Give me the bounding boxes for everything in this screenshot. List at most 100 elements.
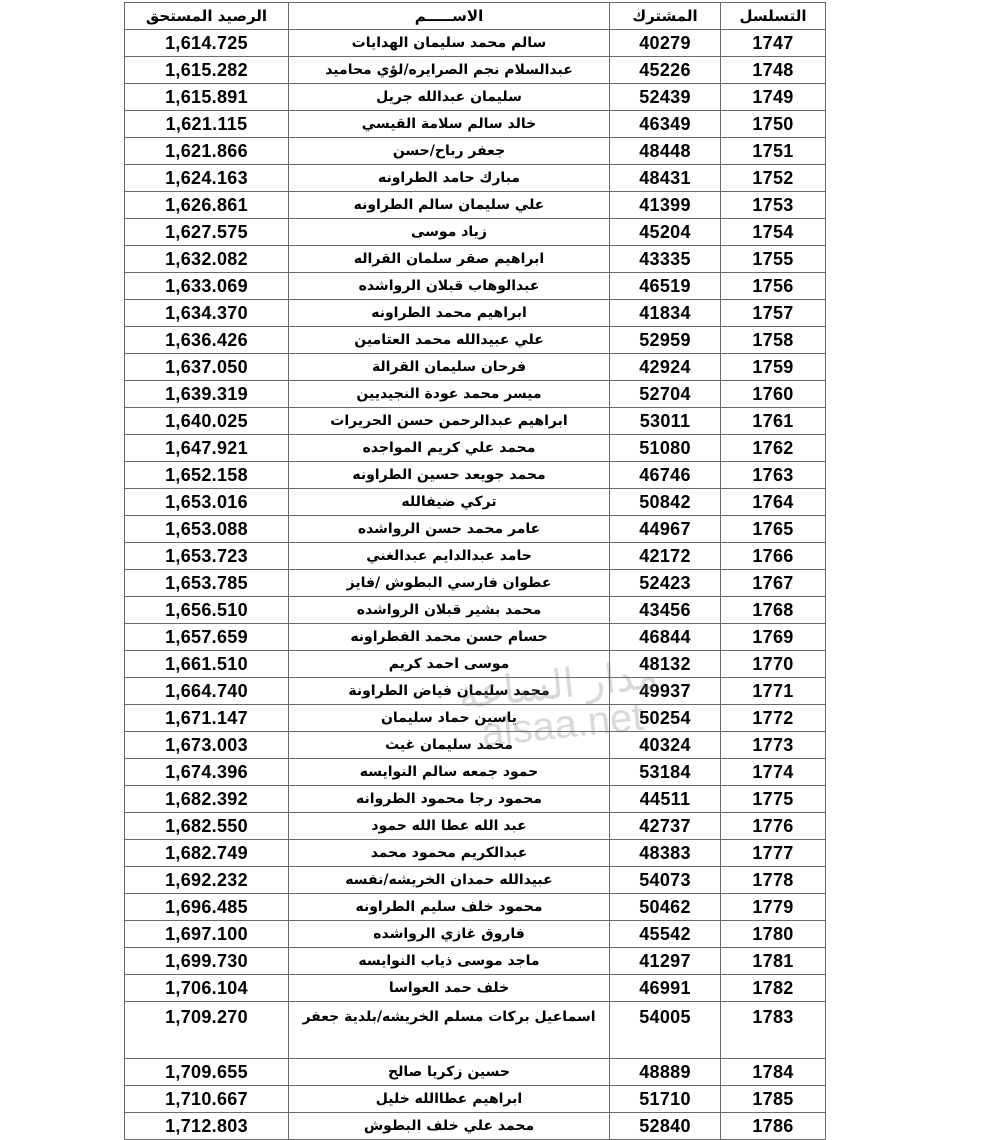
cell-balance: 1,624.163: [124, 164, 289, 192]
cell-subscriber: 49937: [609, 677, 721, 705]
table-row: 1786 52840 محمد علي خلف البطوش 1,712.803: [124, 1112, 826, 1140]
cell-balance: 1,652.158: [124, 461, 289, 489]
cell-subscriber: 50462: [609, 893, 721, 921]
cell-name: محمد علي كريم المواجده: [288, 434, 610, 462]
cell-balance: 1,656.510: [124, 596, 289, 624]
table-row: 1776 42737 عبد الله عطا الله حمود 1,682.550: [124, 812, 826, 840]
table-row: 1756 46519 عبدالوهاب قبلان الرواشده 1,633.0…: [124, 272, 826, 300]
cell-balance: 1,627.575: [124, 218, 289, 246]
cell-serial: 1769: [720, 623, 826, 651]
cell-balance: 1,634.370: [124, 299, 289, 327]
cell-balance: 1,709.655: [124, 1058, 289, 1086]
cell-name: خالد سالم سلامة القيسي: [288, 110, 610, 138]
cell-serial: 1783: [720, 1001, 826, 1059]
table-row: 1780 45542 فاروق غازي الرواشده 1,697.100: [124, 920, 826, 948]
cell-balance: 1,692.232: [124, 866, 289, 894]
table-row: 1770 48132 موسى احمد كريم 1,661.510: [124, 650, 826, 678]
cell-balance: 1,673.003: [124, 731, 289, 759]
cell-serial: 1767: [720, 569, 826, 597]
cell-serial: 1762: [720, 434, 826, 462]
cell-subscriber: 48132: [609, 650, 721, 678]
header-name: الاســـــم: [288, 2, 610, 30]
cell-name: تركي ضيفالله: [288, 488, 610, 516]
cell-subscriber: 52423: [609, 569, 721, 597]
cell-subscriber: 52439: [609, 83, 721, 111]
table-row: 1757 41834 ابراهيم محمد الطراونه 1,634.370: [124, 299, 826, 327]
table-row: 1764 50842 تركي ضيفالله 1,653.016: [124, 488, 826, 516]
cell-balance: 1,674.396: [124, 758, 289, 786]
cell-serial: 1761: [720, 407, 826, 435]
cell-serial: 1764: [720, 488, 826, 516]
cell-balance: 1,653.088: [124, 515, 289, 543]
cell-serial: 1777: [720, 839, 826, 867]
cell-serial: 1775: [720, 785, 826, 813]
cell-subscriber: 41297: [609, 947, 721, 975]
cell-serial: 1757: [720, 299, 826, 327]
table-row: 1783 54005 اسماعيل بركات مسلم الخريشه/بلدي…: [124, 1001, 826, 1059]
cell-subscriber: 42172: [609, 542, 721, 570]
cell-balance: 1,653.016: [124, 488, 289, 516]
cell-serial: 1781: [720, 947, 826, 975]
cell-name: علي سليمان سالم الطراونه: [288, 191, 610, 219]
table-row: 1784 48889 حسين زكريا صالح 1,709.655: [124, 1058, 826, 1086]
cell-serial: 1776: [720, 812, 826, 840]
cell-subscriber: 52959: [609, 326, 721, 354]
cell-name: ماجد موسى ذياب النوايسه: [288, 947, 610, 975]
cell-serial: 1778: [720, 866, 826, 894]
table-row: 1769 46844 حسام حسن محمد الفطراونه 1,657.65…: [124, 623, 826, 651]
table-row: 1759 42924 فرحان سليمان القرالة 1,637.050: [124, 353, 826, 381]
cell-subscriber: 51080: [609, 434, 721, 462]
cell-name: علي عبيدالله محمد العتامين: [288, 326, 610, 354]
table-row: 1747 40279 سالم محمد سليمان الهدايات 1,614.…: [124, 29, 826, 57]
table-row: 1748 45226 عبدالسلام نجم الصرايره/لؤي محام…: [124, 56, 826, 84]
cell-serial: 1748: [720, 56, 826, 84]
table-row: 1779 50462 محمود خلف سليم الطراونه 1,696.48…: [124, 893, 826, 921]
table-row: 1754 45204 زياد موسى 1,627.575: [124, 218, 826, 246]
header-serial: التسلسل: [720, 2, 826, 30]
cell-subscriber: 45204: [609, 218, 721, 246]
table-row: 1758 52959 علي عبيدالله محمد العتامين 1,636…: [124, 326, 826, 354]
cell-serial: 1774: [720, 758, 826, 786]
cell-balance: 1,621.115: [124, 110, 289, 138]
cell-name: ابراهيم عبدالرحمن حسن الحريرات: [288, 407, 610, 435]
cell-serial: 1753: [720, 191, 826, 219]
cell-subscriber: 40279: [609, 29, 721, 57]
cell-name: جعفر رباح/حسن: [288, 137, 610, 165]
cell-serial: 1779: [720, 893, 826, 921]
cell-serial: 1751: [720, 137, 826, 165]
table-row: 1771 49937 محمد سليمان فياض الطراونة 1,664.…: [124, 677, 826, 705]
cell-serial: 1772: [720, 704, 826, 732]
table-row: 1749 52439 سليمان عبدالله جريل 1,615.891: [124, 83, 826, 111]
cell-subscriber: 50254: [609, 704, 721, 732]
balances-table: التسلسل المشترك الاســـــم الرصيد المستح…: [124, 2, 826, 1140]
cell-subscriber: 52840: [609, 1112, 721, 1140]
cell-name: فرحان سليمان القرالة: [288, 353, 610, 381]
cell-name: خلف حمد العواسا: [288, 974, 610, 1002]
cell-name: مبارك حامد الطراونه: [288, 164, 610, 192]
cell-name: محمد علي خلف البطوش: [288, 1112, 610, 1140]
cell-subscriber: 46844: [609, 623, 721, 651]
table-row: 1765 44967 عامر محمد حسن الرواشده 1,653.088: [124, 515, 826, 543]
cell-name: عطوان فارسي البطوش /فايز: [288, 569, 610, 597]
table-row: 1760 52704 ميسر محمد عودة النجيديين 1,639.3…: [124, 380, 826, 408]
cell-serial: 1750: [720, 110, 826, 138]
cell-serial: 1754: [720, 218, 826, 246]
cell-balance: 1,647.921: [124, 434, 289, 462]
cell-name: موسى احمد كريم: [288, 650, 610, 678]
cell-subscriber: 43335: [609, 245, 721, 273]
table-row: 1762 51080 محمد علي كريم المواجده 1,647.921: [124, 434, 826, 462]
cell-serial: 1786: [720, 1112, 826, 1140]
cell-serial: 1765: [720, 515, 826, 543]
table-row: 1761 53011 ابراهيم عبدالرحمن حسن الحريرات 1…: [124, 407, 826, 435]
cell-name: محمد سليمان غيث: [288, 731, 610, 759]
cell-serial: 1752: [720, 164, 826, 192]
cell-name: محمود رجا محمود الطروانه: [288, 785, 610, 813]
cell-name: محمد سليمان فياض الطراونة: [288, 677, 610, 705]
cell-subscriber: 40324: [609, 731, 721, 759]
cell-name: ابراهيم صقر سلمان القراله: [288, 245, 610, 273]
cell-name: حمود جمعه سالم النوايسه: [288, 758, 610, 786]
cell-balance: 1,712.803: [124, 1112, 289, 1140]
cell-name: اسماعيل بركات مسلم الخريشه/بلدية جعفر: [288, 1001, 610, 1059]
cell-subscriber: 48383: [609, 839, 721, 867]
cell-subscriber: 43456: [609, 596, 721, 624]
